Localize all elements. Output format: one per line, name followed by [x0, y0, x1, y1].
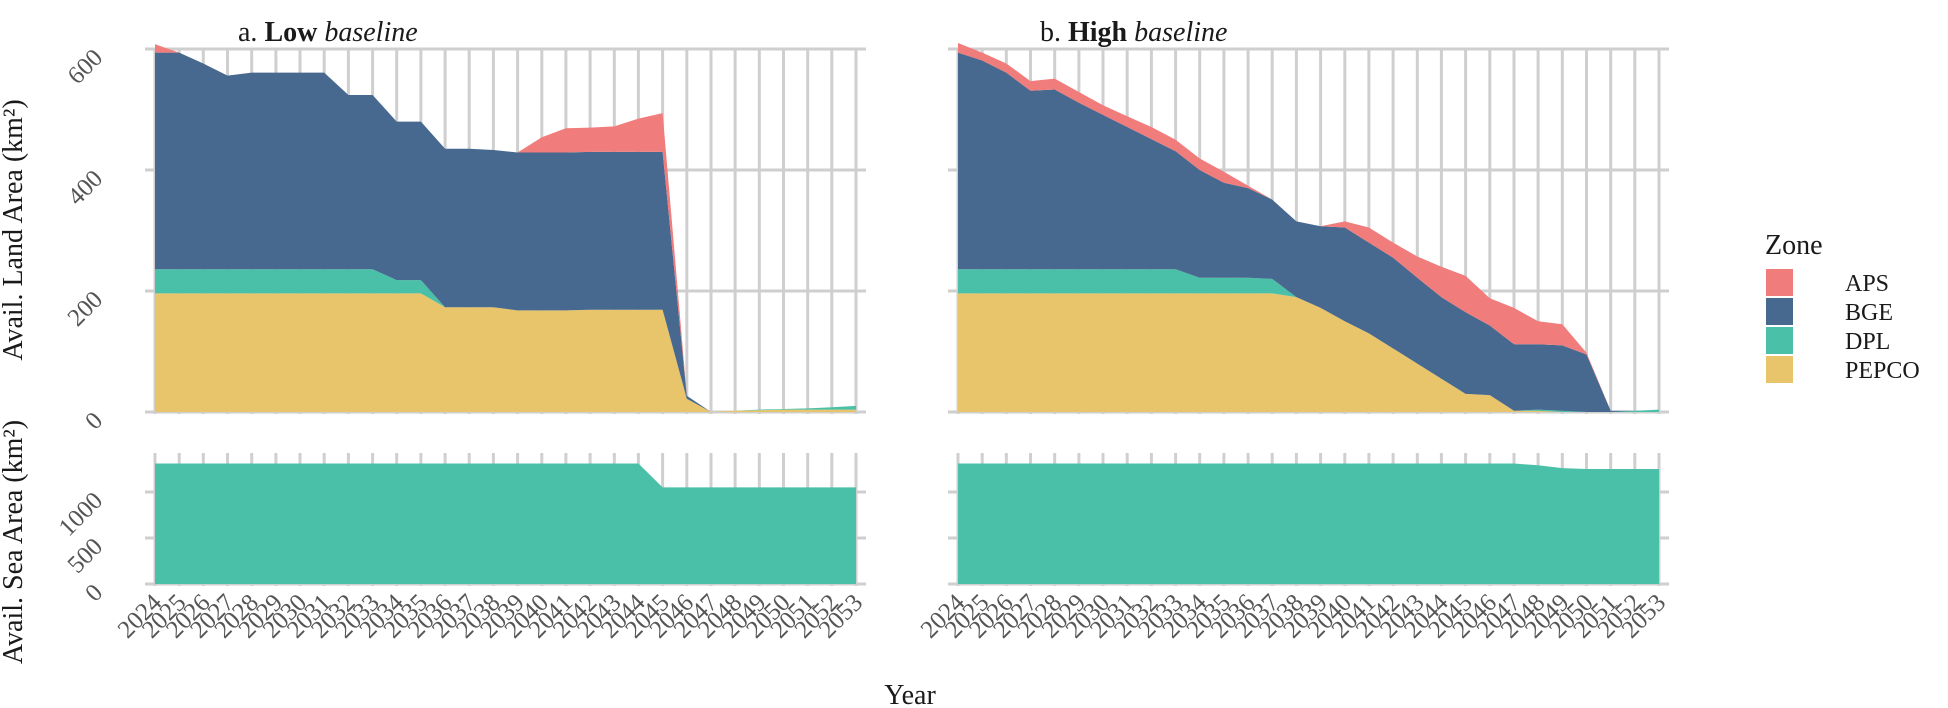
legend-swatch-aps [1766, 269, 1793, 296]
legend-label-dpl: DPL [1845, 329, 1890, 355]
legend-swatch-dpl [1766, 327, 1793, 354]
y-tick-label-land-200: 200 [63, 286, 109, 332]
area-land-high-pepco [958, 293, 1659, 412]
y-tick-label-sea-0: 0 [80, 579, 108, 607]
y-tick-label-land-0: 0 [80, 407, 108, 435]
area-sea-high-dpl [958, 463, 1659, 584]
legend-label-bge: BGE [1845, 300, 1893, 326]
y-tick-label-sea-500: 500 [63, 533, 109, 579]
legend-swatch-bge [1766, 298, 1793, 325]
area-land-high-aps [958, 43, 1659, 411]
legend-title: Zone [1765, 230, 1823, 261]
area-series [155, 43, 1659, 584]
y-axis-title-sea: Avail. Sea Area (km²) [0, 420, 29, 664]
legend-label-aps: APS [1845, 271, 1889, 297]
area-land-low-dpl [155, 269, 856, 412]
legend-label-pepco: PEPCO [1845, 358, 1920, 384]
area-land-high-dpl [958, 269, 1659, 412]
y-tick-label-land-600: 600 [63, 44, 109, 90]
legend: Zone APS BGE DPL PEPCO [1765, 230, 1920, 384]
panel-title-low: a. Low baseline [238, 17, 418, 48]
area-land-low-pepco [155, 293, 856, 412]
area-land-low-bge [155, 52, 856, 412]
area-sea-low-dpl [155, 463, 856, 584]
area-land-high-bge [958, 52, 1659, 412]
panel-title-high: b. High baseline [1040, 17, 1227, 48]
y-axis-title-land: Avail. Land Area (km²) [0, 99, 29, 360]
y-tick-label-sea-1000: 1000 [54, 487, 108, 541]
x-axis-title: Year [884, 680, 936, 708]
y-tick-label-land-400: 400 [63, 165, 109, 211]
legend-swatch-pepco [1766, 356, 1793, 383]
